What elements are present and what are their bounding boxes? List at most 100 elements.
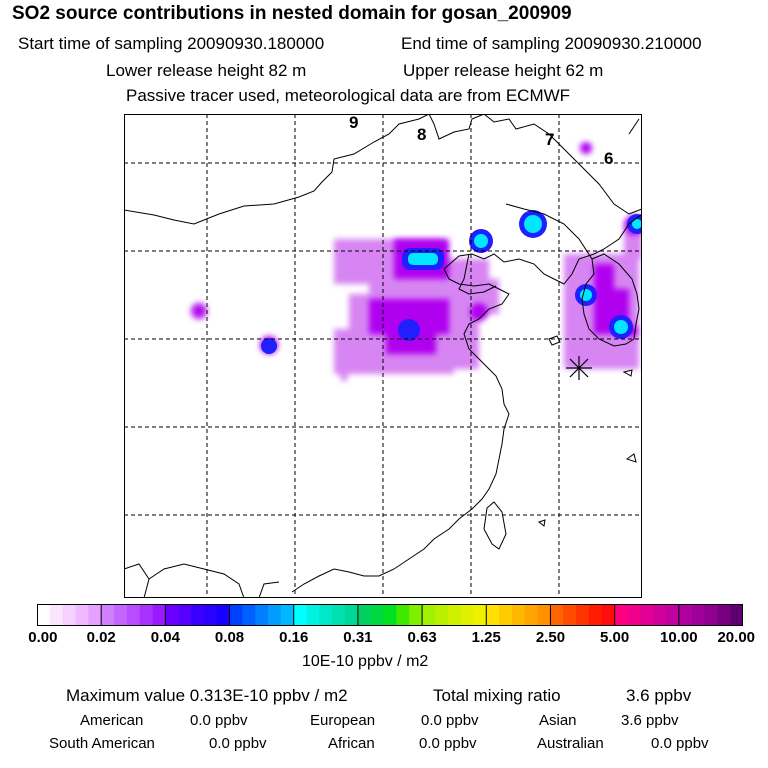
start-time: Start time of sampling 20090930.180000 — [18, 34, 325, 53]
colorbar-tick-label: 0.16 — [279, 629, 309, 646]
map-frame — [124, 114, 642, 598]
contour-label-6: 6 — [604, 149, 613, 168]
colorbar-swatch — [627, 604, 641, 626]
colorbar-swatch — [383, 604, 397, 626]
colorbar-swatch — [319, 604, 333, 626]
colorbar-swatch — [357, 604, 372, 626]
region-asian-value: 3.6 ppbv — [621, 712, 679, 729]
colorbar-tick-label: 2.50 — [535, 629, 566, 646]
contour-label-7: 7 — [545, 130, 554, 149]
region-australian-label: Australian — [537, 735, 604, 752]
colorbar-swatch — [242, 604, 256, 626]
receptor-asterisk-icon — [566, 356, 592, 380]
contour-label-8: 8 — [417, 125, 426, 144]
region-african-label: African — [328, 735, 375, 752]
colorbar-tick-label: 0.31 — [343, 629, 373, 646]
colorbar-swatch — [345, 604, 359, 626]
colorbar — [37, 604, 743, 626]
colorbar-swatch — [37, 604, 51, 626]
colorbar-swatch — [178, 604, 192, 626]
colorbar-swatch — [255, 604, 269, 626]
plume-peak-layer — [408, 215, 642, 334]
colorbar-swatch — [293, 604, 307, 626]
colorbar-swatch — [588, 604, 603, 626]
colorbar-swatch — [75, 604, 89, 626]
total-mixing-label: Total mixing ratio — [433, 686, 561, 705]
colorbar-swatch — [370, 604, 384, 626]
colorbar-tick-label: 10.00 — [660, 629, 698, 646]
colorbar-swatch — [268, 604, 282, 626]
colorbar-swatch — [511, 604, 526, 626]
colorbar-tick-label: 0.08 — [214, 629, 245, 646]
total-mixing-value: 3.6 ppbv — [626, 686, 692, 705]
colorbar-swatch — [499, 604, 513, 626]
colorbar-swatch — [101, 604, 115, 626]
colorbar-swatch — [486, 604, 500, 626]
colorbar-swatch — [409, 604, 423, 626]
colorbar-swatch — [447, 604, 461, 626]
colorbar-swatch — [563, 604, 577, 626]
concentration-plume — [190, 142, 642, 381]
colorbar-units: 10E-10 ppbv / m2 — [302, 653, 429, 670]
colorbar-swatch — [653, 604, 667, 626]
colorbar-swatch — [678, 604, 693, 626]
region-australian-value: 0.0 ppbv — [651, 735, 709, 752]
colorbar-swatch — [49, 604, 64, 626]
colorbar-swatch — [203, 604, 218, 626]
region-american-label: American — [80, 712, 144, 729]
contour-label-9: 9 — [349, 114, 358, 132]
colorbar-tick-label: 0.02 — [86, 629, 116, 646]
map-panel: 9 8 7 6 — [124, 114, 642, 598]
region-asian-label: Asian — [539, 712, 577, 729]
plot-title: SO2 source contributions in nested domai… — [12, 3, 572, 24]
colorbar-swatch — [434, 604, 449, 626]
colorbar-swatch — [62, 604, 76, 626]
region-european-value: 0.0 ppbv — [421, 712, 479, 729]
region-african-value: 0.0 ppbv — [419, 735, 477, 752]
colorbar-swatch — [191, 604, 205, 626]
colorbar-swatch — [306, 604, 320, 626]
colorbar-swatch — [126, 604, 141, 626]
colorbar-swatch — [524, 604, 539, 626]
colorbar-swatch — [550, 604, 564, 626]
contour-labels: 9 8 7 6 — [349, 114, 613, 168]
colorbar-swatch — [229, 604, 243, 626]
colorbar-swatch — [473, 604, 487, 626]
colorbar-swatch — [396, 604, 410, 626]
upper-release-height: Upper release height 62 m — [403, 61, 604, 80]
colorbar-swatch — [88, 604, 102, 626]
colorbar-tick-label: 0.04 — [150, 629, 180, 646]
colorbar-tick-label: 1.25 — [471, 629, 501, 646]
colorbar-swatch — [280, 604, 295, 626]
colorbar-tick-label: 20.00 — [717, 629, 756, 646]
colorbar-swatch — [665, 604, 680, 626]
colorbar-tick-label: 0.63 — [407, 629, 437, 646]
colorbar-swatch — [601, 604, 616, 626]
colorbar-tick-label: 5.00 — [600, 629, 630, 646]
region-american-value: 0.0 ppbv — [190, 712, 248, 729]
colorbar-frame — [37, 604, 743, 626]
colorbar-swatch — [640, 604, 654, 626]
region-south-american-value: 0.0 ppbv — [209, 735, 267, 752]
lower-release-height: Lower release height 82 m — [106, 61, 307, 80]
colorbar-swatch — [216, 604, 230, 626]
colorbar-swatch — [730, 604, 743, 626]
colorbar-swatch — [139, 604, 153, 626]
region-south-american-label: South American — [49, 735, 155, 752]
colorbar-swatch — [460, 604, 474, 626]
lat-lon-grid — [124, 114, 642, 598]
colorbar-swatch — [691, 604, 705, 626]
colorbar-swatch — [114, 604, 128, 626]
colorbar-swatch — [576, 604, 590, 626]
tracer-note: Passive tracer used, meteorological data… — [126, 86, 571, 105]
colorbar-swatch — [537, 604, 551, 626]
colorbar-swatch — [717, 604, 731, 626]
region-european-label: European — [310, 712, 376, 729]
colorbar-tick-label: 0.00 — [28, 629, 58, 646]
colorbar-swatch — [614, 604, 628, 626]
colorbar-swatch — [704, 604, 718, 626]
end-time: End time of sampling 20090930.210000 — [401, 34, 702, 53]
colorbar-swatch — [165, 604, 179, 626]
max-value: Maximum value 0.313E-10 ppbv / m2 — [66, 686, 348, 705]
